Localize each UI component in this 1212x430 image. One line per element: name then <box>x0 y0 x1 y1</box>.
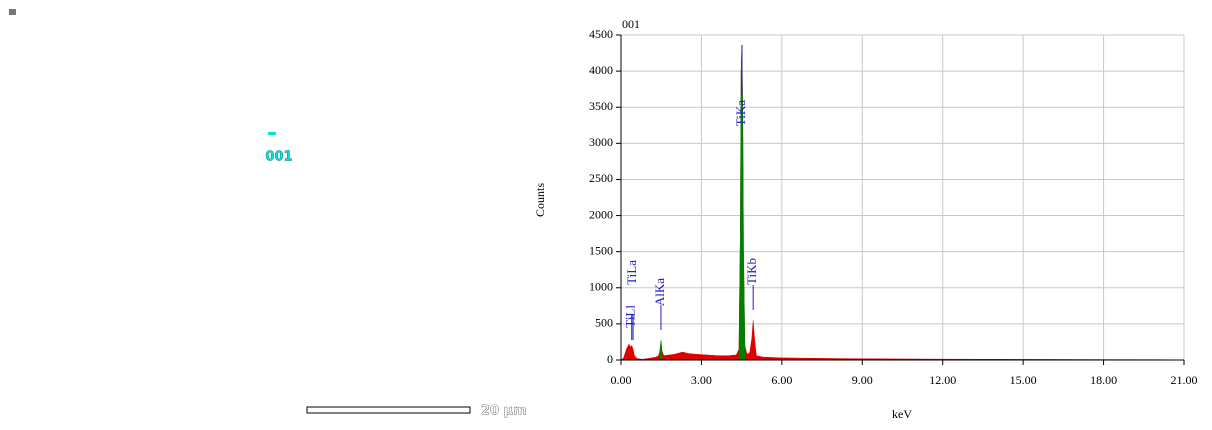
y-tick-label: 2500 <box>589 171 613 185</box>
x-tick-label: 12.00 <box>929 373 956 387</box>
spectrum-area <box>660 341 662 361</box>
x-tick-label: 9.00 <box>852 373 873 387</box>
chart-title: 001 <box>622 17 640 31</box>
peak-label: TiKb <box>744 258 759 285</box>
point-marker <box>268 132 276 135</box>
peak-label: TiKa <box>733 100 748 126</box>
x-tick-label: 15.00 <box>1010 373 1037 387</box>
peak-label: TiLa <box>624 260 639 285</box>
y-tick-label: 3000 <box>589 135 613 149</box>
scale-bar-label: 20 µm <box>481 404 527 419</box>
x-tick-label: 0.00 <box>611 373 632 387</box>
y-tick-label: 1000 <box>589 280 613 294</box>
screen: 001 20 µm 001 keV Counts 0 500 1000 1500 200… <box>0 0 1212 425</box>
y-tick-label: 4500 <box>589 27 613 41</box>
window-icon <box>9 9 16 15</box>
spectrum-area <box>621 46 1171 360</box>
x-tick-label: 18.00 <box>1090 373 1117 387</box>
y-tick-label: 500 <box>595 316 613 330</box>
x-tick-label: 3.00 <box>691 373 712 387</box>
y-axis-label: Counts <box>533 183 547 217</box>
y-tick-label: 0 <box>607 352 613 366</box>
x-tick-label: 6.00 <box>771 373 792 387</box>
x-tick-label: 21.00 <box>1171 373 1198 387</box>
y-tick-label: 1500 <box>589 243 613 257</box>
peak-label: TiLl <box>623 305 638 328</box>
y-tick-label: 4000 <box>589 63 613 77</box>
scale-bar <box>307 407 470 413</box>
page: {"image": {"label": "001", "scale_bar": … <box>0 0 1212 425</box>
point-label: 001 <box>265 150 292 165</box>
y-tick-label: 2000 <box>589 207 613 221</box>
peak-label: AlKa <box>652 278 667 306</box>
y-tick-label: 3500 <box>589 99 613 113</box>
x-axis-label: keV <box>892 407 912 421</box>
